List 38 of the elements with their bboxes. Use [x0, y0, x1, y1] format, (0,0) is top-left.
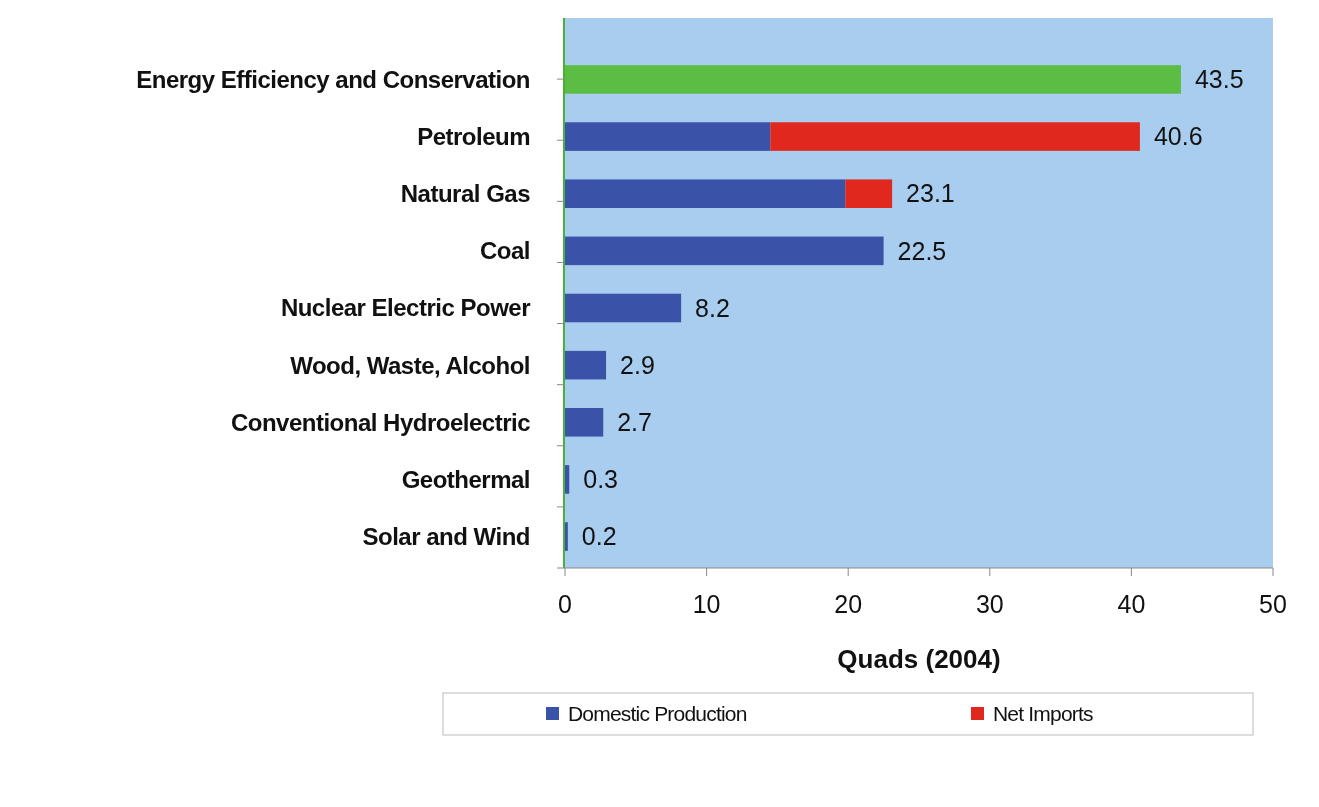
- total-label: 8.2: [695, 293, 730, 322]
- y-tick-label: Petroleum: [417, 122, 530, 150]
- x-tick-label: 30: [975, 590, 1004, 618]
- total-label: 2.7: [617, 408, 652, 437]
- total-label: 2.9: [620, 350, 655, 379]
- x-tick-label: 10: [692, 590, 721, 618]
- y-tick-label: Wood, Waste, Alcohol: [290, 351, 530, 379]
- y-tick-label: Conventional Hydroelectric: [230, 408, 531, 436]
- bar: [565, 65, 1181, 94]
- x-tick-label: 0: [558, 590, 572, 618]
- bar: [565, 236, 884, 266]
- total-label: 23.1: [906, 179, 955, 208]
- x-tick-label: 50: [1259, 590, 1287, 618]
- y-tick-label: Natural Gas: [400, 180, 531, 208]
- total-label: 0.2: [581, 522, 617, 551]
- y-tick-label: Solar and Wind: [362, 522, 530, 550]
- x-axis-title: Quads (2004): [837, 644, 1001, 674]
- total-label: 22.5: [897, 236, 947, 265]
- y-tick-label: Geothermal: [401, 465, 530, 493]
- total-label: 0.3: [583, 465, 619, 494]
- x-tick-label: 40: [1117, 590, 1146, 618]
- bar: [565, 465, 570, 494]
- bar: [845, 179, 893, 208]
- total-label: 40.6: [1153, 122, 1203, 151]
- y-tick-label: Coal: [479, 237, 530, 265]
- legend-label: Net Imports: [993, 702, 1094, 726]
- x-tick-label: 20: [834, 590, 863, 618]
- bar: [565, 350, 607, 380]
- bar: [565, 122, 771, 151]
- bar: [565, 293, 682, 323]
- legend-label: Domestic Production: [568, 702, 747, 726]
- bar: [565, 408, 604, 437]
- bar: [565, 179, 846, 208]
- total-label: 43.5: [1194, 65, 1244, 94]
- bar: [770, 122, 1140, 151]
- bar: [565, 522, 568, 551]
- y-tick-label: Energy Efficiency and Conservation: [136, 65, 530, 93]
- y-tick-label: Nuclear Electric Power: [280, 294, 531, 322]
